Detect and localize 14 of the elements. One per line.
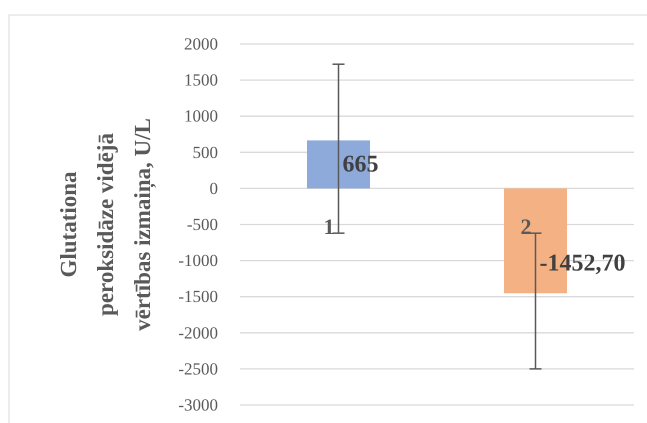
y-axis-title: Glutationa peroksidāze vidējā vērtības izmaiņa, U/L xyxy=(56,118,156,331)
y-tick-label: -2000 xyxy=(178,323,218,342)
y-tick-label: -1500 xyxy=(178,287,218,306)
y-tick-label: 500 xyxy=(192,142,218,162)
y-tick-label: -1000 xyxy=(178,251,218,270)
y-tick-label: -3000 xyxy=(178,396,218,414)
y-tick-label: -500 xyxy=(186,215,218,234)
y-tick-label: -2500 xyxy=(178,359,218,378)
y-tick-label: 1500 xyxy=(184,70,218,90)
x-tick-label: 2 xyxy=(520,214,532,239)
y-tick-label: 2000 xyxy=(184,34,218,54)
y-tick-label: 1000 xyxy=(184,106,218,126)
x-tick-label: 1 xyxy=(324,214,334,239)
y-tick-label: 0 xyxy=(210,178,218,198)
